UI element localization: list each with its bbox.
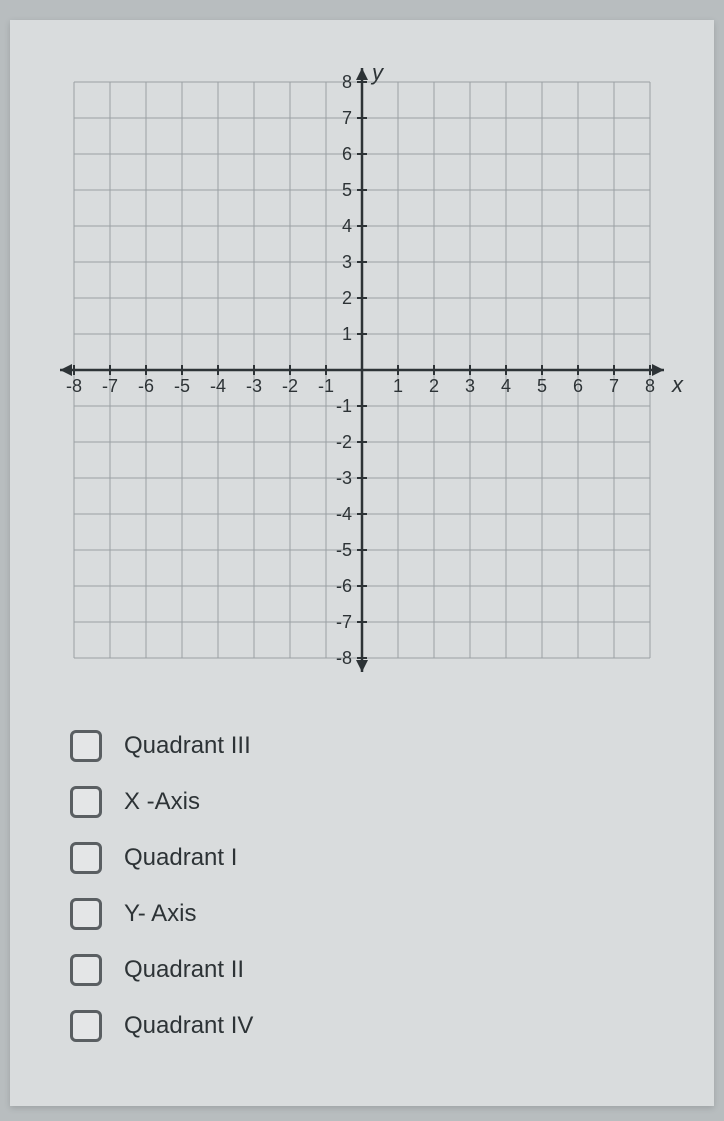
- svg-text:-6: -6: [336, 576, 352, 596]
- svg-text:1: 1: [342, 324, 352, 344]
- checkbox-icon[interactable]: [70, 786, 102, 818]
- checkbox-icon[interactable]: [70, 730, 102, 762]
- option-label: Quadrant IV: [124, 1012, 253, 1040]
- checkbox-icon[interactable]: [70, 1010, 102, 1042]
- svg-text:2: 2: [342, 288, 352, 308]
- svg-text:1: 1: [393, 376, 403, 396]
- worksheet: -8 -8 -7 -7 -6 -6 -5 -5 -4 -4 -3 -3 -2 -2 -1-1 1 1 2 2 3 3 4 4…: [10, 20, 714, 1106]
- option-label: Quadrant III: [124, 732, 251, 760]
- svg-text:7: 7: [342, 108, 352, 128]
- svg-text:4: 4: [501, 376, 511, 396]
- svg-text:-7: -7: [102, 376, 118, 396]
- svg-text:-6: -6: [138, 376, 154, 396]
- svg-text:-1: -1: [318, 376, 334, 396]
- svg-text:4: 4: [342, 216, 352, 236]
- svg-text:3: 3: [342, 252, 352, 272]
- svg-text:-8: -8: [336, 648, 352, 668]
- svg-text:-1: -1: [336, 396, 352, 416]
- svg-text:7: 7: [609, 376, 619, 396]
- svg-text:5: 5: [537, 376, 547, 396]
- svg-text:-2: -2: [282, 376, 298, 396]
- svg-text:-4: -4: [336, 504, 352, 524]
- option-label: X -Axis: [124, 788, 200, 816]
- option-y-axis[interactable]: Y- Axis: [70, 898, 694, 930]
- answer-options: Quadrant III X -Axis Quadrant I Y- Axis …: [70, 730, 694, 1042]
- svg-text:-2: -2: [336, 432, 352, 452]
- svg-text:-8: -8: [66, 376, 82, 396]
- svg-text:2: 2: [429, 376, 439, 396]
- svg-text:8: 8: [645, 376, 655, 396]
- option-quadrant-iv[interactable]: Quadrant IV: [70, 1010, 694, 1042]
- coordinate-grid-svg: -8 -8 -7 -7 -6 -6 -5 -5 -4 -4 -3 -3 -2 -2 -1-1 1 1 2 2 3 3 4 4…: [42, 50, 702, 710]
- svg-text:6: 6: [573, 376, 583, 396]
- svg-text:-3: -3: [246, 376, 262, 396]
- svg-text:x: x: [671, 372, 684, 397]
- option-quadrant-i[interactable]: Quadrant I: [70, 842, 694, 874]
- option-x-axis[interactable]: X -Axis: [70, 786, 694, 818]
- option-label: Quadrant II: [124, 956, 244, 984]
- option-quadrant-ii[interactable]: Quadrant II: [70, 954, 694, 986]
- checkbox-icon[interactable]: [70, 842, 102, 874]
- svg-text:-3: -3: [336, 468, 352, 488]
- coordinate-plane-chart: -8 -8 -7 -7 -6 -6 -5 -5 -4 -4 -3 -3 -2 -2 -1-1 1 1 2 2 3 3 4 4…: [42, 50, 682, 690]
- option-label: Y- Axis: [124, 900, 196, 928]
- svg-text:3: 3: [465, 376, 475, 396]
- svg-text:-5: -5: [174, 376, 190, 396]
- option-label: Quadrant I: [124, 844, 237, 872]
- svg-text:-5: -5: [336, 540, 352, 560]
- svg-text:-7: -7: [336, 612, 352, 632]
- option-quadrant-iii[interactable]: Quadrant III: [70, 730, 694, 762]
- checkbox-icon[interactable]: [70, 898, 102, 930]
- checkbox-icon[interactable]: [70, 954, 102, 986]
- svg-text:y: y: [370, 60, 385, 85]
- svg-text:8: 8: [342, 72, 352, 92]
- svg-text:5: 5: [342, 180, 352, 200]
- svg-text:-4: -4: [210, 376, 226, 396]
- svg-text:6: 6: [342, 144, 352, 164]
